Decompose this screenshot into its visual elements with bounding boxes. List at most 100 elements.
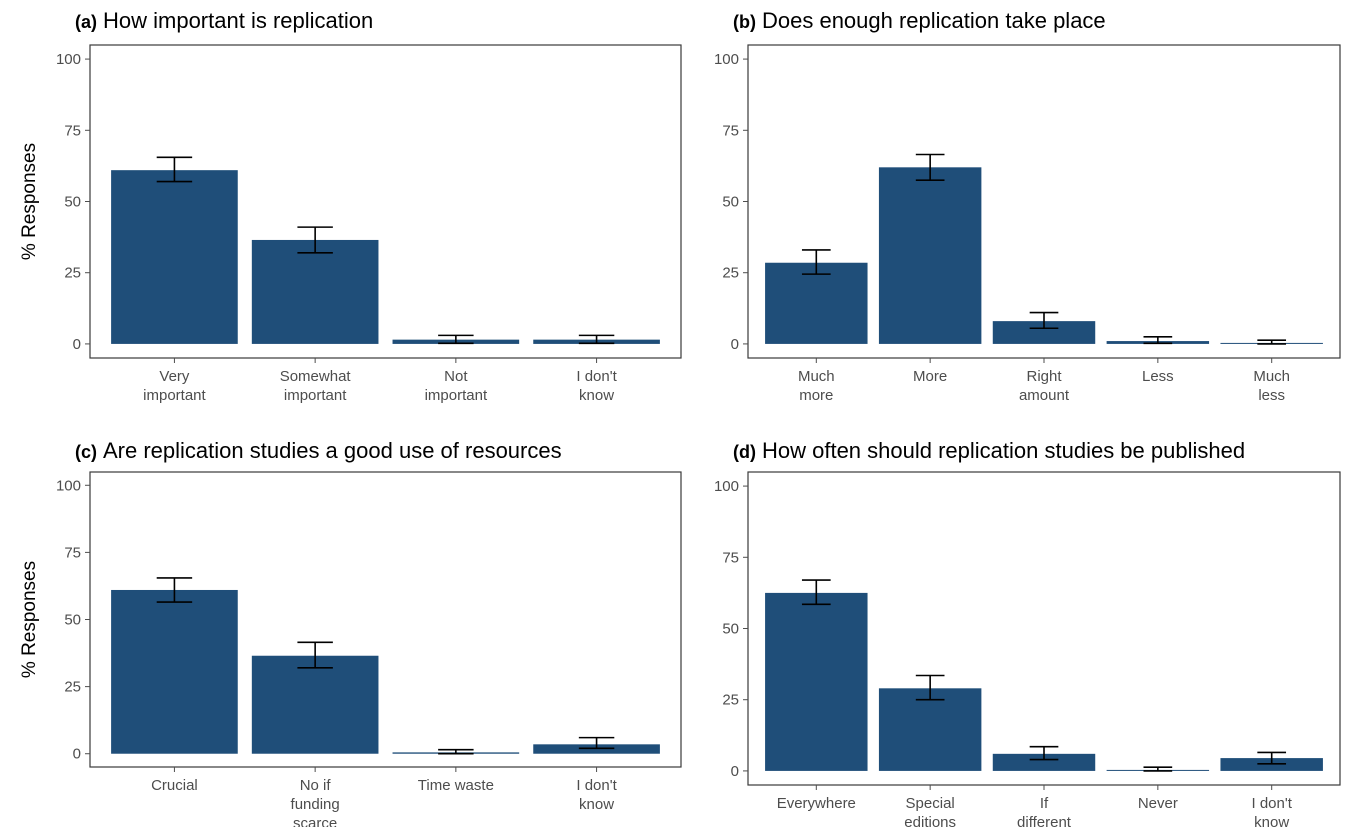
- chart-tag: (d): [733, 442, 756, 462]
- y-tick-label: 100: [714, 51, 739, 68]
- chart-title: (b) Does enough replication take place: [733, 8, 1106, 33]
- chart-tag: (c): [75, 442, 97, 462]
- x-tick-label-line: Right: [1026, 368, 1062, 385]
- x-tick-label: Everywhere: [777, 795, 856, 812]
- y-tick-label: 0: [73, 746, 81, 763]
- x-tick-label: Very important: [143, 368, 206, 404]
- x-tick-label-line: More: [913, 368, 947, 385]
- x-tick-label-line: Everywhere: [777, 795, 856, 812]
- y-tick-label: 25: [722, 692, 739, 709]
- error-bar-2: [1029, 745, 1059, 761]
- x-tick-label: Special editions: [904, 795, 956, 827]
- x-tick-label: I don't know: [576, 777, 617, 813]
- x-tick-label-line: Crucial: [151, 777, 198, 794]
- x-tick-label-line: know: [579, 796, 614, 813]
- x-tick-label-line: amount: [1019, 387, 1070, 404]
- x-tick-label-line: Much: [1253, 368, 1290, 385]
- x-tick-label: Less: [1142, 368, 1174, 385]
- error-bar-3: [1143, 766, 1173, 772]
- x-tick-label-line: less: [1258, 387, 1285, 404]
- y-tick-label: 25: [64, 265, 81, 282]
- chart-title-text: Does enough replication take place: [762, 8, 1106, 33]
- x-tick-label-line: funding: [291, 796, 340, 813]
- chart-title: (c) Are replication studies a good use of…: [75, 438, 562, 463]
- chart-title: (d) How often should replication studies …: [733, 438, 1245, 463]
- bar-0: [111, 170, 238, 344]
- x-tick-label-line: important: [284, 387, 347, 404]
- error-bar-1: [915, 674, 945, 701]
- y-tick-label: 75: [722, 549, 739, 566]
- y-tick-label: 25: [722, 265, 739, 282]
- bar-1: [251, 655, 379, 754]
- bar-0: [765, 592, 868, 771]
- error-bar-2: [438, 334, 474, 345]
- x-tick-label-line: Special: [906, 795, 955, 812]
- chart-panel-3: (d) How often should replication studies …: [714, 438, 1341, 827]
- error-bar-4: [1257, 751, 1287, 765]
- chart-panel-1: (b) Does enough replication take place 0 25…: [714, 8, 1341, 404]
- y-tick-label: 50: [722, 621, 739, 638]
- error-bar-2: [438, 748, 474, 755]
- bar-0: [111, 589, 238, 754]
- chart-title-text: How important is replication: [103, 8, 373, 33]
- x-tick-label-line: more: [799, 387, 833, 404]
- y-tick-label: 25: [64, 679, 81, 696]
- x-tick-label: Time waste: [418, 777, 494, 794]
- y-tick-label: 0: [73, 336, 81, 353]
- bar-1: [878, 688, 982, 771]
- y-tick-label: 50: [64, 612, 81, 629]
- error-bar-1: [297, 641, 333, 669]
- y-tick-label: 0: [731, 763, 739, 780]
- y-tick-label: 100: [56, 477, 81, 494]
- x-tick-label-line: Somewhat: [280, 368, 352, 385]
- x-tick-label-line: know: [579, 387, 614, 404]
- y-tick-label: 50: [64, 194, 81, 211]
- y-tick-label: 75: [722, 122, 739, 139]
- chart-title-text: How often should replication studies be …: [762, 438, 1245, 463]
- bar-0: [765, 262, 868, 344]
- x-tick-label: I don't know: [1251, 795, 1292, 827]
- y-tick-label: 75: [64, 122, 81, 139]
- x-tick-label: No if funding scarce: [291, 777, 340, 827]
- error-bar-0: [801, 249, 831, 275]
- error-bar-3: [578, 736, 615, 750]
- x-tick-label-line: If: [1040, 795, 1049, 812]
- x-tick-label-line: different: [1017, 814, 1072, 827]
- y-tick-label: 100: [714, 478, 739, 495]
- x-tick-label-line: scarce: [293, 815, 337, 827]
- x-tick-label-line: Less: [1142, 368, 1174, 385]
- y-tick-label: 50: [722, 194, 739, 211]
- bar-1: [878, 167, 982, 344]
- x-tick-label-line: important: [425, 387, 488, 404]
- x-tick-label-line: Never: [1138, 795, 1178, 812]
- x-tick-label: Crucial: [151, 777, 198, 794]
- error-bar-0: [156, 156, 193, 183]
- y-axis-label: % Responses: [19, 561, 40, 678]
- error-bar-0: [801, 579, 831, 606]
- x-tick-label: Much less: [1253, 368, 1290, 404]
- y-axis-label: % Responses: [19, 143, 40, 260]
- x-tick-label-line: Much: [798, 368, 835, 385]
- error-bar-4: [1257, 339, 1287, 345]
- x-tick-label: Much more: [798, 368, 835, 404]
- x-tick-label-line: Time waste: [418, 777, 494, 794]
- error-bar-2: [1029, 311, 1059, 330]
- chart-title-text: Are replication studies a good use of re…: [103, 438, 562, 463]
- x-tick-label-line: important: [143, 387, 206, 404]
- x-tick-label: Somewhat important: [280, 368, 352, 404]
- x-tick-label-line: I don't: [576, 368, 617, 385]
- chart-tag: (b): [733, 12, 756, 32]
- x-tick-label-line: Very: [159, 368, 190, 385]
- error-bar-1: [297, 226, 333, 254]
- x-tick-label: If different: [1017, 795, 1072, 827]
- x-tick-label-line: I don't: [1251, 795, 1292, 812]
- y-tick-label: 0: [731, 336, 739, 353]
- error-bar-1: [915, 153, 945, 181]
- chart-panel-0: (a) How important is replication 0 25 50 75 10…: [19, 8, 682, 404]
- x-tick-label-line: I don't: [576, 777, 617, 794]
- x-tick-label-line: Not: [444, 368, 468, 385]
- x-tick-label: I don't know: [576, 368, 617, 404]
- x-tick-label: Not important: [425, 368, 488, 404]
- x-tick-label: Right amount: [1019, 368, 1070, 404]
